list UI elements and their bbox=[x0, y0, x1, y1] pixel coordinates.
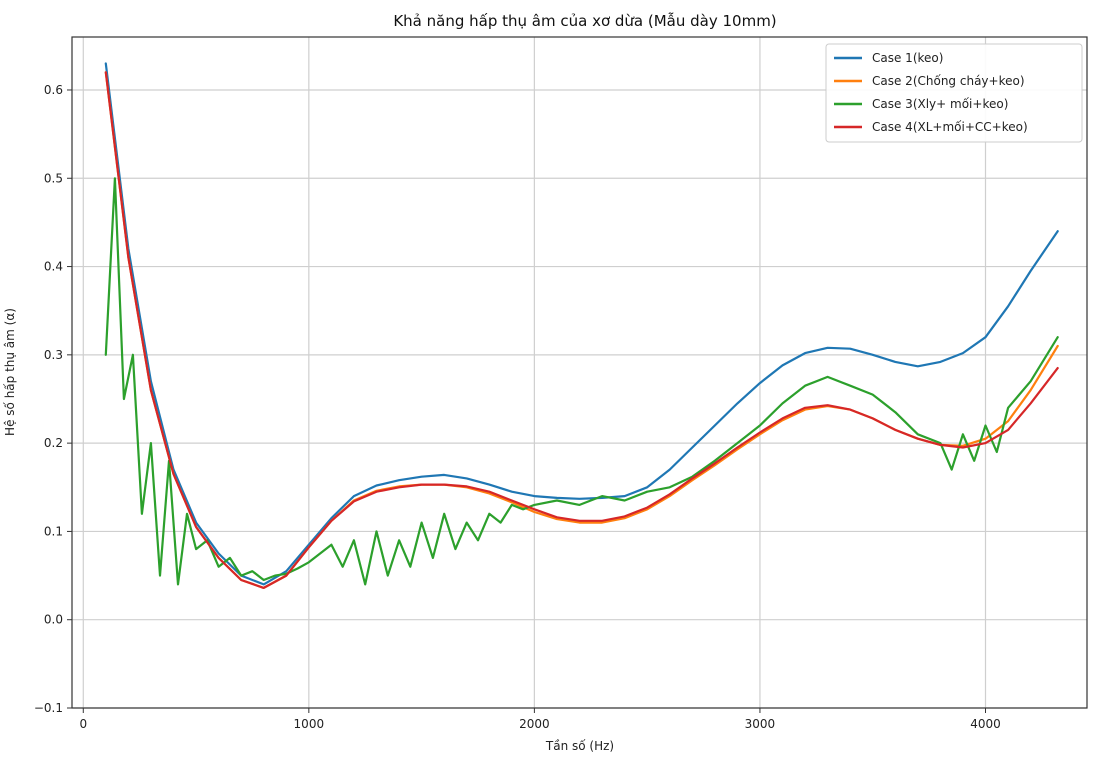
series-line-2 bbox=[104, 71, 1059, 590]
y-tick-label: 0.3 bbox=[44, 348, 63, 362]
x-axis-label: Tần số (Hz) bbox=[545, 739, 614, 753]
x-tick-label: 1000 bbox=[294, 717, 325, 731]
legend-label: Case 4(XL+mối+CC+keo) bbox=[872, 120, 1028, 134]
x-tick-label: 2000 bbox=[519, 717, 550, 731]
legend-label: Case 3(Xly+ mối+keo) bbox=[872, 97, 1008, 111]
y-tick-label: 0.1 bbox=[44, 524, 63, 538]
x-tick-label: 3000 bbox=[745, 717, 776, 731]
y-tick-label: 0.6 bbox=[44, 83, 63, 97]
legend-box bbox=[825, 43, 1083, 143]
series-line-3 bbox=[104, 177, 1059, 586]
y-tick-label: 0.0 bbox=[44, 613, 63, 627]
series-line-4 bbox=[104, 71, 1059, 590]
legend-label: Case 1(keo) bbox=[872, 51, 943, 65]
legend: Case 1(keo) Case 2(Chống cháy+keo) Case 3(… bbox=[825, 43, 1083, 143]
series-group bbox=[104, 62, 1059, 590]
plot-frame bbox=[71, 36, 1088, 709]
x-tick-label: 0 bbox=[79, 717, 87, 731]
y-tick-label: 0.5 bbox=[44, 171, 63, 185]
legend-label: Case 2(Chống cháy+keo) bbox=[872, 74, 1025, 88]
chart-title: Khả năng hấp thụ âm của xơ dừa (Mẫu dày … bbox=[393, 12, 776, 30]
y-axis-label: Hệ số hấp thụ âm (α) bbox=[3, 308, 17, 436]
y-tick-label: −0.1 bbox=[34, 701, 63, 715]
x-tick-label: 4000 bbox=[970, 717, 1001, 731]
y-tick-label: 0.4 bbox=[44, 260, 63, 274]
axis-ticks: 0 1000 2000 3000 4000 −0.1 0.0 0.1 0.2 0.3 0.4 0.5 0… bbox=[34, 83, 1001, 731]
y-tick-label: 0.2 bbox=[44, 436, 63, 450]
series-line-1 bbox=[104, 62, 1059, 586]
